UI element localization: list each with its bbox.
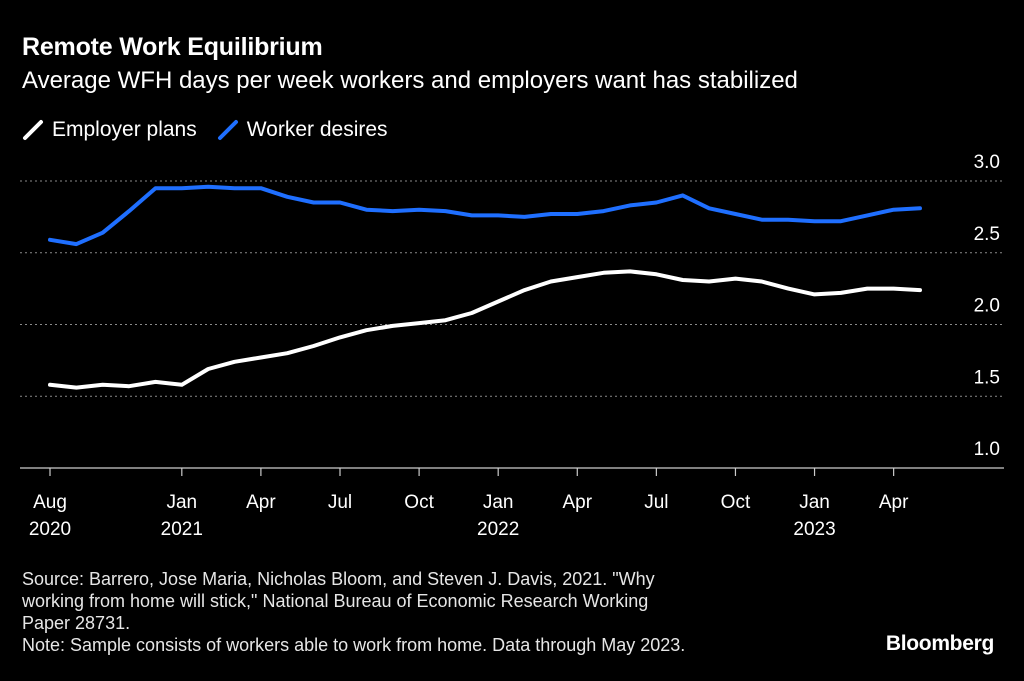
- chart-subtitle: Average WFH days per week workers and em…: [22, 67, 798, 94]
- y-tick-label: 1.0: [974, 439, 1000, 460]
- x-tick-label: Aug: [33, 492, 67, 513]
- x-tick-year-label: 2020: [29, 519, 71, 540]
- source-line: Paper 28731.: [22, 613, 131, 633]
- x-tick-label: Oct: [404, 492, 434, 513]
- source-line: working from home will stick," National …: [22, 591, 649, 611]
- x-tick-label: Apr: [246, 492, 276, 513]
- legend-label-employer: Employer plans: [52, 118, 197, 141]
- worker-line-icon: [217, 119, 239, 141]
- x-tick-label: Jul: [328, 492, 352, 513]
- chart-title: Remote Work Equilibrium: [22, 33, 323, 61]
- y-tick-label: 1.5: [974, 367, 1000, 388]
- y-tick-label: 3.0: [974, 152, 1000, 173]
- legend-label-worker: Worker desires: [246, 118, 388, 141]
- x-tick-label: Jan: [799, 492, 830, 513]
- legend-item-employer: Employer plans: [22, 118, 197, 142]
- x-tick-label: Apr: [562, 492, 592, 513]
- x-tick-label: Jan: [483, 492, 514, 513]
- footnote: Source: Barrero, Jose Maria, Nicholas Bl…: [22, 568, 812, 656]
- y-tick-label: 2.5: [974, 224, 1000, 245]
- x-tick-label: Oct: [721, 492, 751, 513]
- x-tick-year-label: 2023: [793, 519, 835, 540]
- x-tick-label: Jan: [166, 492, 197, 513]
- bloomberg-logo: Bloomberg: [885, 632, 994, 655]
- legend-item-worker: Worker desires: [217, 118, 388, 142]
- note-line: Note: Sample consists of workers able to…: [22, 635, 686, 655]
- x-tick-year-label: 2021: [161, 519, 203, 540]
- legend: Employer plans Worker desires: [22, 118, 408, 142]
- x-tick-label: Apr: [879, 492, 909, 513]
- y-tick-label: 2.0: [974, 296, 1000, 317]
- employer-line-icon: [22, 119, 44, 141]
- x-tick-label: Jul: [644, 492, 668, 513]
- x-tick-year-label: 2022: [477, 519, 519, 540]
- source-line: Source: Barrero, Jose Maria, Nicholas Bl…: [22, 569, 655, 589]
- employer-plans-series-line: [48, 269, 922, 390]
- line-chart: 3.0 2.5 2.0 1.5 1.0 Aug 2020 Jan 2021 Apr Jul Oct Ja…: [20, 152, 1004, 540]
- worker-desires-series-line: [48, 184, 922, 247]
